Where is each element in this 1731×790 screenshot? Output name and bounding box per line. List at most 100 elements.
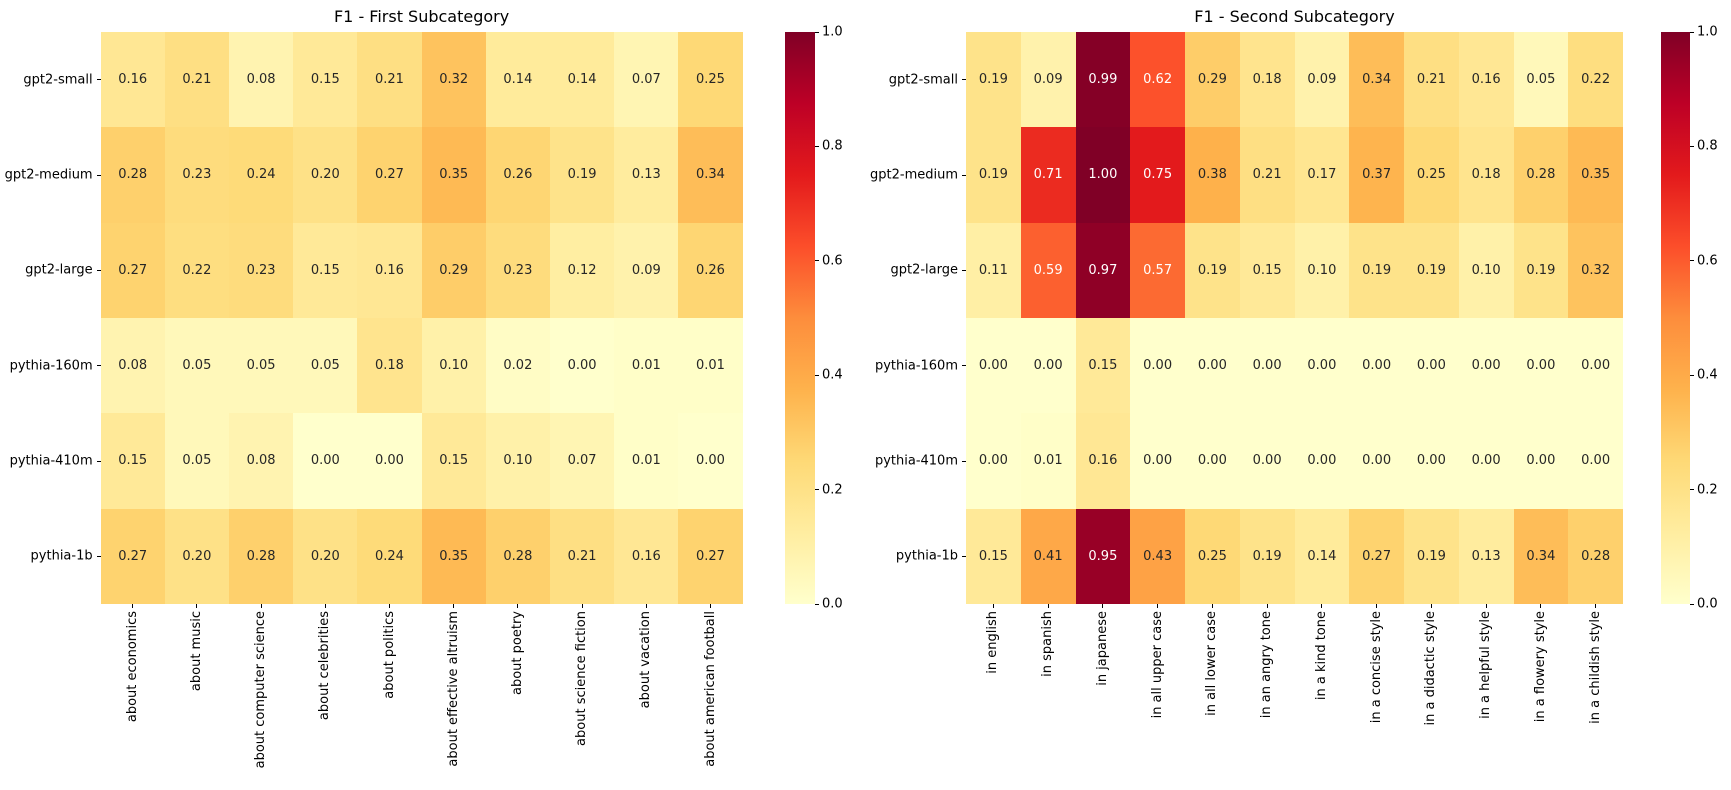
heatmap-cell: 0.99 <box>1075 32 1131 128</box>
x-tick <box>1595 604 1597 608</box>
x-axis-label: in a kind tone <box>1313 611 1329 701</box>
x-axis-label: in a helpful style <box>1478 611 1494 719</box>
x-tick <box>1321 604 1323 608</box>
heatmap-cell: 0.29 <box>1185 32 1240 128</box>
heatmap-cell: 0.15 <box>1075 318 1131 414</box>
heatmap-cell: 0.00 <box>1239 318 1295 414</box>
heatmap-cell: 0.34 <box>1513 508 1569 604</box>
y-tick <box>962 460 966 462</box>
heatmap-cell: 0.01 <box>614 318 679 414</box>
heatmap-cell: 0.35 <box>1568 127 1623 223</box>
x-axis-label: in all upper case <box>1149 611 1165 719</box>
x-tick <box>453 604 455 608</box>
heatmap-cell: 0.05 <box>1513 32 1569 128</box>
x-tick <box>1485 604 1487 608</box>
heatmap-cell: 0.08 <box>228 32 294 128</box>
y-tick <box>96 269 101 271</box>
heatmap-cell: 0.28 <box>228 508 294 604</box>
colorbar-tick-label: 0.8 <box>822 138 843 154</box>
colorbar-tick <box>815 260 819 262</box>
y-tick <box>96 79 101 81</box>
heatmap-cell: 0.19 <box>549 127 615 223</box>
row-label: pythia-1b <box>895 548 958 564</box>
row-label: gpt2-small <box>23 72 93 88</box>
x-tick <box>196 604 198 608</box>
colorbar-tick-label: 0.8 <box>1697 138 1718 154</box>
row-label: pythia-410m <box>874 453 958 469</box>
colorbar-tick <box>1690 603 1694 605</box>
y-tick <box>96 460 101 462</box>
heatmap-cell: 0.20 <box>164 508 229 604</box>
x-tick <box>1047 604 1049 608</box>
heatmap-cell: 0.00 <box>1513 318 1569 414</box>
heatmap-cell: 0.29 <box>421 222 486 318</box>
x-tick <box>1266 604 1268 608</box>
x-tick <box>1102 604 1104 608</box>
heatmap-cell: 0.21 <box>164 32 229 128</box>
colorbar-tick <box>815 603 819 605</box>
colorbar <box>1661 32 1690 604</box>
colorbar-tick-label: 0.4 <box>822 367 843 383</box>
x-axis-label: in english <box>985 611 1001 674</box>
heatmap-cell: 0.18 <box>1458 127 1514 223</box>
heatmap-cell: 0.17 <box>1294 127 1350 223</box>
heatmap-cell: 0.00 <box>1349 413 1404 509</box>
heatmap-cell: 0.05 <box>228 318 294 414</box>
x-axis-label: in a flowery style <box>1532 611 1548 723</box>
heatmap-cell: 0.16 <box>357 222 422 318</box>
x-axis-label: about poetry <box>509 611 525 695</box>
heatmap-cell: 0.26 <box>678 222 743 318</box>
row-label: gpt2-medium <box>4 167 93 183</box>
heatmap-cell: 0.11 <box>966 222 1021 318</box>
x-axis-label: in japanese <box>1094 611 1110 686</box>
heatmap-cell: 0.19 <box>966 127 1021 223</box>
colorbar-tick-label: 1.0 <box>822 24 843 40</box>
x-axis-label: in spanish <box>1040 611 1056 677</box>
y-tick <box>962 79 966 81</box>
heatmap-cell: 0.15 <box>293 222 358 318</box>
heatmap-cell: 0.10 <box>1294 222 1350 318</box>
heatmap-cell: 0.35 <box>421 127 486 223</box>
x-tick <box>1157 604 1159 608</box>
heatmap-cell: 0.26 <box>485 127 550 223</box>
x-tick <box>645 604 647 608</box>
x-tick <box>1430 604 1432 608</box>
colorbar-tick <box>1690 31 1694 33</box>
heatmap-cell: 0.14 <box>1294 508 1350 604</box>
row-label: pythia-160m <box>874 358 958 374</box>
heatmap-cell: 0.00 <box>1294 318 1350 414</box>
heatmap-cell: 0.00 <box>1349 318 1404 414</box>
heatmap-cell: 0.05 <box>164 413 229 509</box>
heatmap-cell: 0.05 <box>164 318 229 414</box>
x-tick <box>1376 604 1378 608</box>
heatmap-cell: 0.27 <box>1349 508 1404 604</box>
heatmap-cell: 0.38 <box>1185 127 1240 223</box>
x-tick <box>132 604 134 608</box>
x-axis-label: about american football <box>702 611 718 767</box>
row-label: gpt2-small <box>888 72 958 88</box>
heatmap-cell: 0.07 <box>549 413 615 509</box>
colorbar-tick-label: 0.0 <box>822 596 843 612</box>
heatmap-cell: 0.59 <box>1020 222 1076 318</box>
heatmap-cell: 0.19 <box>1513 222 1569 318</box>
heatmap-cell: 0.00 <box>678 413 743 509</box>
heatmap-cell: 0.27 <box>678 508 743 604</box>
heatmap-cell: 0.18 <box>357 318 422 414</box>
heatmap-cell: 0.01 <box>614 413 679 509</box>
heatmap-cell: 0.37 <box>1349 127 1404 223</box>
heatmap-cell: 0.00 <box>293 413 358 509</box>
heatmap-cell: 0.23 <box>485 222 550 318</box>
heatmap-cell: 0.23 <box>228 222 294 318</box>
heatmap-cell: 0.35 <box>421 508 486 604</box>
heatmap-cell: 0.08 <box>228 413 294 509</box>
y-tick <box>96 555 101 557</box>
x-axis-label: about computer science <box>253 611 269 769</box>
heatmap-cell: 0.12 <box>549 222 615 318</box>
heatmap-cell: 0.19 <box>1404 222 1459 318</box>
row-label: gpt2-medium <box>870 167 958 183</box>
heatmap-cell: 0.22 <box>164 222 229 318</box>
heatmap-cell: 0.15 <box>293 32 358 128</box>
x-axis-label: in a childish style <box>1587 611 1603 724</box>
colorbar-tick <box>1690 489 1694 491</box>
